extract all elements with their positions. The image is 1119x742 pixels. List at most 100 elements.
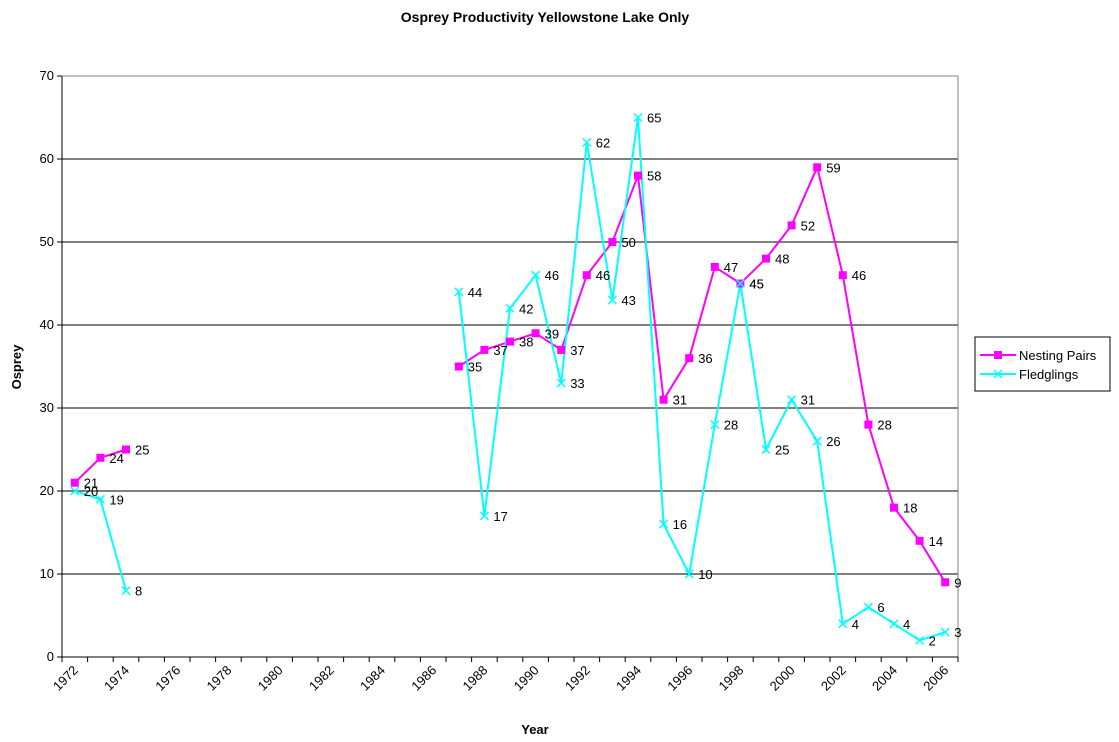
- data-label: 3: [954, 625, 961, 640]
- data-point: [684, 569, 694, 579]
- data-label: 17: [493, 509, 507, 524]
- data-label: 37: [493, 343, 507, 358]
- data-label: 6: [877, 600, 884, 615]
- data-point: [864, 420, 873, 429]
- y-tick-label: 50: [40, 234, 54, 249]
- data-label: 20: [84, 484, 98, 499]
- data-label: 43: [621, 293, 635, 308]
- data-point: [787, 221, 796, 230]
- x-tick-label: 2002: [818, 663, 849, 694]
- x-axis-label: Year: [521, 722, 548, 737]
- data-point: [889, 619, 899, 629]
- data-label: 59: [826, 160, 840, 175]
- data-label: 36: [698, 351, 712, 366]
- data-label: 52: [801, 218, 815, 233]
- data-label: 18: [903, 501, 917, 516]
- data-point: [659, 519, 669, 529]
- x-tick-label: 2006: [920, 663, 951, 694]
- data-label: 9: [954, 575, 961, 590]
- data-point: [890, 503, 898, 512]
- data-point: [582, 137, 592, 147]
- data-label: 45: [749, 277, 763, 292]
- data-point: [95, 494, 105, 504]
- data-point: [710, 420, 720, 430]
- data-point: [531, 270, 541, 280]
- x-tick-label: 1984: [357, 663, 388, 694]
- data-point: [505, 303, 515, 313]
- data-label: 33: [570, 376, 584, 391]
- data-point: [787, 395, 797, 405]
- data-point: [506, 337, 514, 346]
- data-label: 10: [698, 567, 712, 582]
- data-label: 8: [135, 584, 142, 599]
- data-point: [710, 262, 719, 271]
- data-point: [762, 254, 770, 263]
- data-point: [863, 602, 873, 612]
- data-point: [915, 536, 924, 545]
- data-point: [940, 627, 950, 637]
- data-point: [531, 329, 540, 338]
- x-tick-label: 2000: [767, 663, 798, 694]
- data-point: [812, 436, 822, 446]
- data-label: 46: [545, 268, 559, 283]
- data-point: [557, 345, 566, 354]
- data-label: 4: [903, 617, 910, 632]
- data-point: [634, 171, 642, 180]
- data-label: 46: [596, 268, 610, 283]
- x-tick-label: 1998: [715, 663, 746, 694]
- data-label: 58: [647, 169, 661, 184]
- data-label: 46: [852, 268, 866, 283]
- data-point: [838, 271, 847, 280]
- data-point: [70, 478, 79, 487]
- data-label: 45: [749, 277, 763, 292]
- data-label: 50: [621, 235, 635, 250]
- data-point: [659, 395, 668, 404]
- data-point: [556, 378, 566, 388]
- legend-box: [974, 336, 1111, 392]
- data-label: 28: [877, 418, 891, 433]
- y-tick-label: 0: [47, 649, 54, 664]
- data-point: [941, 578, 950, 587]
- data-point: [735, 278, 745, 289]
- y-tick-label: 10: [40, 566, 54, 581]
- series-line: [74, 117, 946, 642]
- data-label: 44: [468, 285, 482, 300]
- data-point: [633, 112, 643, 123]
- data-label: 47: [724, 260, 738, 275]
- data-point: [915, 635, 925, 645]
- data-point: [479, 511, 489, 521]
- data-label: 37: [570, 343, 584, 358]
- x-tick-label: 1974: [101, 663, 132, 694]
- y-tick-label: 70: [40, 68, 54, 83]
- data-point: [607, 295, 617, 305]
- data-label: 21: [84, 476, 98, 491]
- data-label: 65: [647, 111, 661, 126]
- x-tick-label: 1990: [511, 663, 542, 694]
- data-label: 38: [519, 335, 533, 350]
- data-point: [685, 354, 694, 363]
- data-point: [454, 362, 463, 371]
- y-tick-label: 20: [40, 483, 54, 498]
- data-point: [96, 453, 105, 462]
- data-label: 31: [673, 393, 687, 408]
- data-point: [121, 586, 131, 596]
- data-label: 42: [519, 301, 533, 316]
- data-point: [122, 445, 130, 454]
- data-label: 25: [775, 443, 789, 458]
- data-label: 28: [724, 418, 738, 433]
- x-tick-label: 1986: [408, 663, 439, 694]
- data-label: 31: [801, 393, 815, 408]
- x-tick-label: 1994: [613, 663, 644, 694]
- legend-marker: [994, 351, 1002, 359]
- data-point: [813, 163, 822, 172]
- x-tick-label: 1980: [255, 663, 286, 694]
- y-tick-label: 30: [40, 400, 54, 415]
- y-tick-label: 40: [40, 317, 54, 332]
- x-tick-label: 1972: [50, 663, 81, 694]
- chart-title: Osprey Productivity Yellowstone Lake Onl…: [401, 9, 690, 25]
- legend-marker: [993, 369, 1003, 379]
- x-tick-label: 1988: [459, 663, 490, 694]
- x-tick-label: 1982: [306, 663, 337, 694]
- x-tick-label: 1996: [664, 663, 695, 694]
